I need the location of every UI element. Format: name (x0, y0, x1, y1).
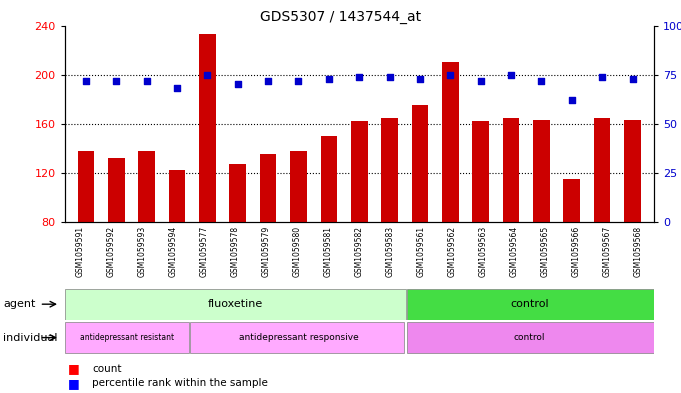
Text: GSM1059582: GSM1059582 (355, 226, 364, 277)
Text: GSM1059567: GSM1059567 (603, 226, 612, 277)
Text: GSM1059568: GSM1059568 (634, 226, 643, 277)
Point (597, 73, 607, 80)
Text: GSM1059578: GSM1059578 (231, 226, 240, 277)
Bar (351, 121, 368, 222)
Point (384, 73, 395, 80)
Text: GSM1059562: GSM1059562 (447, 226, 457, 277)
Bar (594, 118, 610, 222)
Bar (533, 120, 550, 222)
Bar (407, 322, 654, 353)
Bar (108, 158, 125, 222)
Text: GSM1059581: GSM1059581 (323, 226, 333, 277)
Text: GSM1059580: GSM1059580 (293, 226, 302, 277)
Bar (624, 120, 641, 222)
Point (536, 77, 547, 84)
Point (293, 77, 304, 84)
Point (172, 85, 183, 92)
Text: GSM1059561: GSM1059561 (417, 226, 426, 277)
Bar (503, 118, 520, 222)
Text: GSM1059593: GSM1059593 (138, 226, 146, 277)
Text: GSM1059579: GSM1059579 (262, 226, 271, 277)
Bar (563, 179, 580, 222)
Text: count: count (92, 364, 121, 374)
Bar (190, 322, 405, 353)
Text: antidepressant responsive: antidepressant responsive (239, 333, 359, 342)
Text: GSM1059594: GSM1059594 (169, 226, 178, 277)
Text: ■: ■ (68, 362, 80, 375)
Bar (65, 322, 189, 353)
Text: GSM1059564: GSM1059564 (510, 226, 519, 277)
Bar (65, 289, 406, 320)
Text: individual: individual (3, 332, 58, 343)
Point (505, 72, 516, 78)
Point (232, 81, 243, 88)
Point (627, 75, 638, 82)
Point (80, 77, 91, 84)
Point (323, 75, 334, 82)
Text: GSM1059566: GSM1059566 (572, 226, 581, 277)
Bar (321, 136, 337, 222)
Bar (407, 289, 654, 320)
Text: GSM1059591: GSM1059591 (76, 226, 84, 277)
Point (353, 73, 364, 80)
Point (415, 75, 426, 82)
Bar (290, 151, 307, 222)
Bar (381, 118, 398, 222)
Bar (259, 154, 276, 222)
Point (445, 72, 456, 78)
Point (567, 97, 577, 103)
Bar (138, 151, 155, 222)
Text: GSM1059565: GSM1059565 (541, 226, 550, 277)
Point (141, 77, 152, 84)
Point (263, 77, 274, 84)
Bar (78, 151, 94, 222)
Bar (169, 171, 185, 222)
Text: GDS5307 / 1437544_at: GDS5307 / 1437544_at (260, 10, 421, 24)
Bar (473, 121, 489, 222)
Text: GSM1059583: GSM1059583 (385, 226, 395, 277)
Text: GSM1059563: GSM1059563 (479, 226, 488, 277)
Point (202, 72, 213, 78)
Bar (442, 62, 459, 222)
Bar (199, 34, 216, 222)
Text: agent: agent (3, 299, 36, 309)
Bar (411, 105, 428, 222)
Text: ■: ■ (68, 376, 80, 390)
Text: percentile rank within the sample: percentile rank within the sample (92, 378, 268, 388)
Text: GSM1059577: GSM1059577 (200, 226, 208, 277)
Text: control: control (514, 333, 545, 342)
Text: fluoxetine: fluoxetine (208, 299, 263, 309)
Point (111, 77, 122, 84)
Text: antidepressant resistant: antidepressant resistant (80, 333, 174, 342)
Text: control: control (511, 299, 549, 309)
Point (475, 77, 486, 84)
Text: GSM1059592: GSM1059592 (107, 226, 116, 277)
Bar (229, 164, 246, 222)
